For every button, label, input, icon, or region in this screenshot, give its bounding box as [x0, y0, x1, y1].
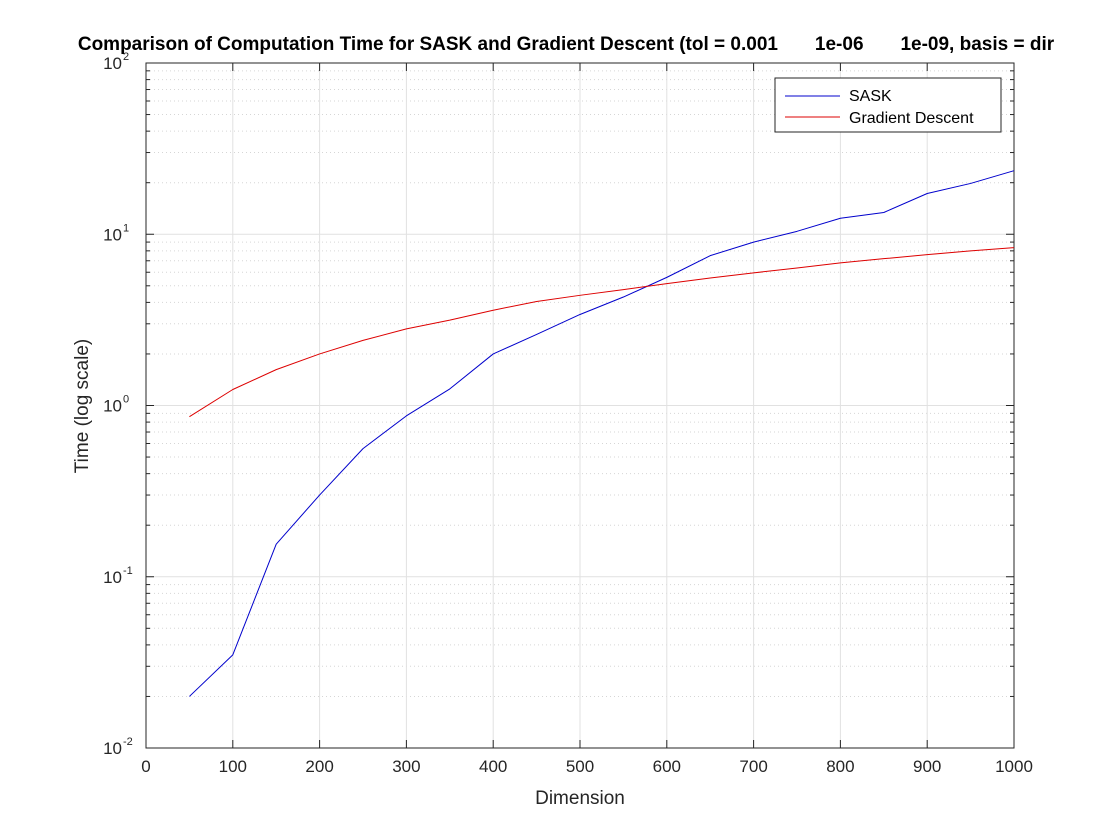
legend-label-sask: SASK [849, 88, 892, 105]
series-line-sask [189, 170, 1015, 697]
x-tick-label: 900 [913, 757, 941, 776]
y-tick-label: 10 [103, 54, 122, 73]
x-tick-label: 500 [566, 757, 594, 776]
x-tick-label: 100 [219, 757, 247, 776]
y-tick-label-exponent: -2 [123, 736, 133, 748]
series-layer [189, 170, 1015, 697]
y-tick-label: 10 [103, 225, 122, 244]
chart-title: Comparison of Computation Time for SASK … [78, 34, 1055, 55]
x-tick-label: 700 [739, 757, 767, 776]
y-tick-label: 10 [103, 739, 122, 758]
axes-box [145, 62, 1015, 749]
x-tick-label: 200 [305, 757, 333, 776]
x-tick-label: 0 [141, 757, 150, 776]
legend-box [774, 77, 1002, 133]
y-tick-label-exponent: 1 [123, 222, 129, 234]
y-tick-label-exponent: 0 [123, 394, 129, 406]
x-tick-label: 300 [392, 757, 420, 776]
y-tick-label: 10 [103, 568, 122, 587]
y-tick-label: 10 [103, 397, 122, 416]
series-line-gradient-descent [189, 247, 1015, 418]
x-axis-label: Dimension [535, 788, 625, 809]
x-tick-label: 1000 [995, 757, 1033, 776]
legend-label-gradient-descent: Gradient Descent [849, 110, 974, 127]
grid-layer [145, 62, 1015, 749]
y-axis-label: Time (log scale) [72, 339, 93, 473]
y-tick-label-exponent: -1 [123, 565, 133, 577]
axes-layer [145, 62, 1015, 749]
y-tick-label-exponent: 2 [123, 51, 129, 63]
x-tick-label: 600 [653, 757, 681, 776]
tick-label-layer: 0 100 200 300 400 500 600 700 800 900 100010-210-1… [103, 51, 1033, 776]
x-tick-label: 400 [479, 757, 507, 776]
legend: SASK Gradient Descent [774, 77, 1002, 133]
x-tick-label: 800 [826, 757, 854, 776]
